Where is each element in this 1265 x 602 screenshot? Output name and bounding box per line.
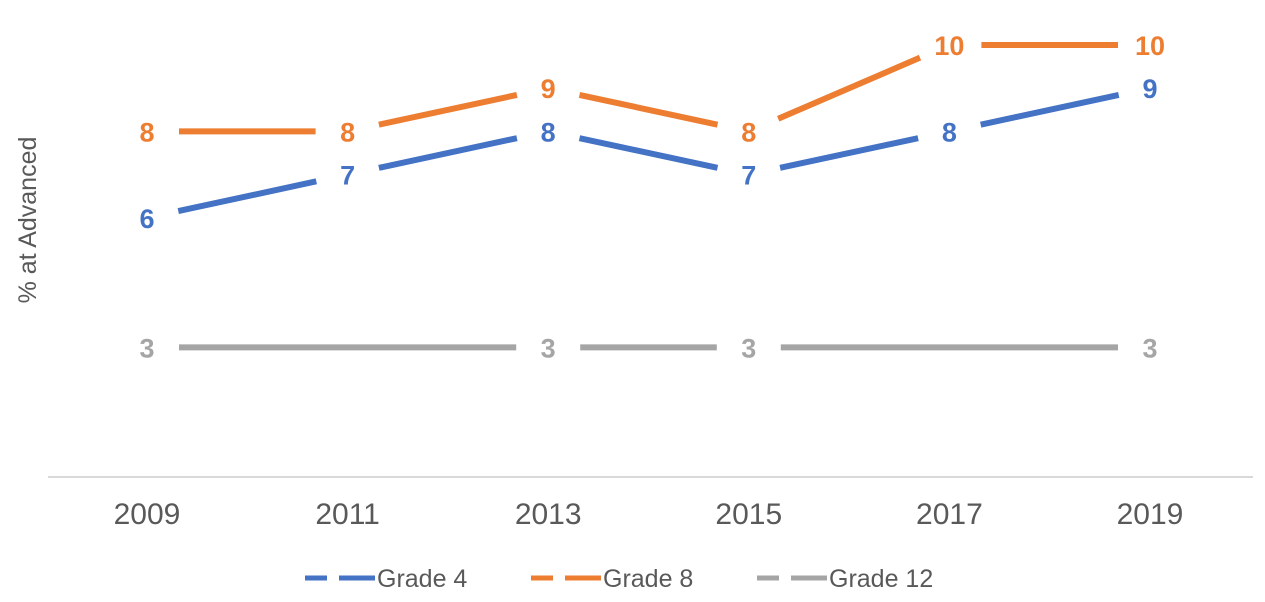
legend-label-grade-12: Grade 12	[829, 565, 933, 593]
x-tick-label-2011: 2011	[315, 498, 380, 531]
data-label-grade-4-2009: 6	[139, 204, 154, 234]
data-label-grade-4-2013: 8	[541, 117, 556, 147]
data-label-grade-12-2013: 3	[541, 333, 556, 363]
x-tick-label-2019: 2019	[1117, 498, 1184, 531]
data-label-grade-12-2009: 3	[139, 333, 154, 363]
data-label-grade-8-2011: 8	[340, 117, 355, 147]
series-line-grade-4-segment-3	[779, 135, 919, 171]
x-tick-labels: 2009 2011 2013 2015 2017 2019	[114, 498, 1184, 531]
series-line-grade-4-segment-2	[578, 135, 719, 171]
x-tick-label-2015: 2015	[715, 498, 782, 531]
data-label-grade-12-2015: 3	[741, 333, 756, 363]
data-label-grade-8-2019: 10	[1135, 31, 1165, 61]
series-line-grade-8-segment-1	[378, 92, 518, 128]
series-line-grade-4-segment-4	[980, 92, 1120, 128]
series-line-grade-8-segment-2	[578, 92, 719, 128]
data-label-grade-8-2015: 8	[741, 117, 756, 147]
legend-label-grade-8: Grade 8	[603, 565, 693, 593]
series-lines	[177, 42, 1120, 351]
data-label-grade-8-2013: 9	[541, 74, 556, 104]
x-tick-label-2013: 2013	[515, 498, 582, 531]
data-label-grade-8-2017: 10	[934, 31, 964, 61]
x-tick-label-2017: 2017	[916, 498, 983, 531]
x-tick-label-2009: 2009	[114, 498, 181, 531]
data-label-grade-4-2015: 7	[741, 161, 756, 191]
data-label-grade-8-2009: 8	[139, 117, 154, 147]
legend: Grade 4 Grade 8 Grade 12	[305, 565, 933, 593]
data-labels: 6 7 8 7 8 9 8 8 9 8 10 10 3 3 3 3	[139, 31, 1165, 363]
data-label-grade-4-2017: 8	[942, 117, 957, 147]
series-line-grade-4-segment-0	[177, 178, 317, 214]
legend-label-grade-4: Grade 4	[377, 565, 467, 593]
data-label-grade-4-2019: 9	[1142, 74, 1157, 104]
data-label-grade-4-2011: 7	[340, 161, 355, 191]
y-axis-label: % at Advanced	[14, 137, 42, 304]
series-line-grade-8-segment-3	[777, 54, 922, 122]
data-label-grade-12-2019: 3	[1142, 333, 1157, 363]
series-line-grade-4-segment-1	[378, 135, 518, 171]
